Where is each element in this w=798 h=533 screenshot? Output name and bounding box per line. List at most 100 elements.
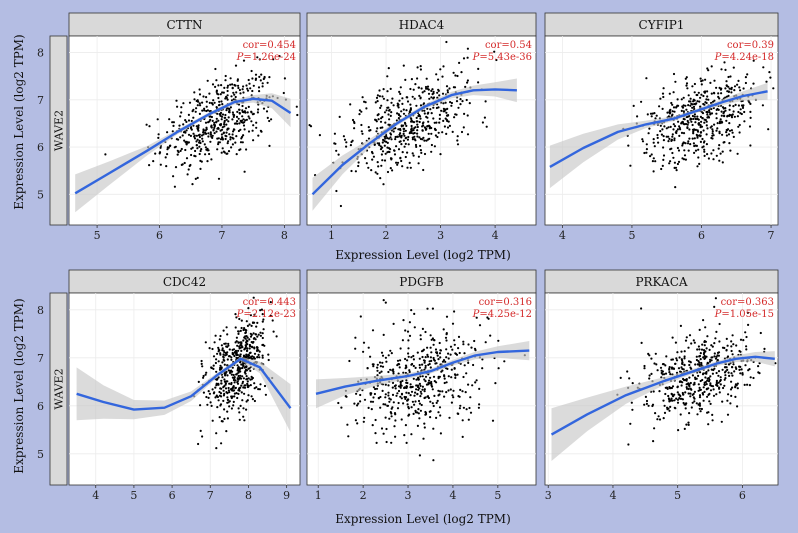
data-point	[481, 367, 484, 370]
data-point	[671, 110, 674, 113]
data-point	[234, 326, 237, 329]
data-point	[250, 355, 253, 358]
data-point	[673, 399, 676, 402]
data-point	[730, 114, 733, 117]
data-point	[199, 429, 202, 432]
data-point	[413, 97, 416, 100]
data-point	[707, 69, 710, 72]
data-point	[654, 160, 657, 163]
data-point	[430, 112, 433, 115]
data-point	[380, 164, 383, 167]
data-point	[391, 369, 394, 372]
data-point	[679, 413, 682, 416]
data-point	[406, 403, 409, 406]
data-point	[458, 61, 461, 64]
data-point	[251, 113, 254, 116]
data-point	[233, 93, 236, 96]
data-point	[419, 97, 422, 100]
data-point	[656, 136, 659, 139]
data-point	[227, 150, 231, 153]
data-point	[685, 84, 688, 87]
data-point	[180, 111, 183, 114]
data-point	[678, 125, 681, 128]
data-point	[681, 157, 684, 160]
data-point	[247, 394, 250, 397]
data-point	[413, 403, 416, 406]
data-point	[248, 347, 251, 350]
data-point	[420, 87, 423, 90]
data-point	[396, 407, 400, 410]
data-point	[687, 421, 690, 424]
data-point	[172, 121, 175, 124]
data-point	[218, 113, 221, 116]
data-point	[242, 124, 246, 127]
data-point	[738, 86, 741, 89]
data-point	[158, 151, 162, 154]
data-point	[218, 416, 221, 419]
data-point	[212, 99, 215, 102]
data-point	[680, 131, 684, 134]
data-point	[673, 110, 676, 113]
data-point	[219, 387, 222, 390]
data-point	[694, 117, 697, 120]
data-point	[240, 319, 243, 322]
data-point	[211, 347, 214, 351]
data-point	[227, 389, 230, 392]
data-point	[772, 87, 775, 90]
data-point	[381, 361, 384, 364]
data-point	[200, 148, 203, 151]
data-point	[433, 394, 436, 397]
data-point	[358, 113, 361, 116]
data-point	[699, 134, 702, 137]
data-point	[442, 328, 445, 331]
data-point	[687, 115, 690, 118]
data-point	[245, 84, 248, 87]
data-point	[222, 349, 225, 352]
data-point	[723, 110, 726, 113]
data-point	[426, 395, 430, 398]
data-point	[402, 132, 405, 135]
data-point	[245, 349, 249, 353]
data-point	[391, 393, 395, 396]
data-point	[465, 408, 468, 411]
data-point	[224, 374, 227, 377]
data-point	[707, 369, 710, 372]
data-point	[710, 92, 713, 95]
data-point	[491, 419, 495, 422]
data-point	[689, 361, 692, 364]
data-point	[405, 109, 408, 112]
data-point	[456, 373, 459, 376]
data-point	[194, 110, 197, 113]
data-point	[220, 395, 223, 398]
data-point	[376, 366, 379, 369]
data-point	[698, 348, 701, 351]
data-point	[725, 84, 728, 87]
data-point	[715, 393, 718, 396]
data-point	[667, 407, 670, 410]
data-point	[690, 118, 693, 121]
data-point	[353, 127, 356, 130]
data-point	[207, 390, 210, 393]
data-point	[416, 135, 419, 138]
data-point	[673, 161, 677, 164]
data-point	[424, 413, 428, 416]
data-point	[157, 133, 160, 136]
data-point	[734, 103, 737, 106]
data-point	[252, 332, 255, 335]
data-point	[226, 89, 229, 93]
data-point	[439, 432, 442, 435]
data-point	[403, 434, 406, 437]
data-point	[266, 116, 269, 119]
plot-area	[68, 35, 301, 226]
cor-label: cor=0.443	[243, 297, 296, 308]
data-point	[774, 362, 777, 365]
data-point	[676, 386, 679, 389]
x-tick-label: 5	[494, 489, 501, 502]
data-point	[236, 110, 239, 113]
data-point	[400, 124, 403, 127]
data-point	[228, 348, 231, 351]
data-point	[226, 127, 229, 130]
data-point	[229, 138, 232, 141]
data-point	[216, 406, 219, 409]
data-point	[272, 330, 275, 333]
